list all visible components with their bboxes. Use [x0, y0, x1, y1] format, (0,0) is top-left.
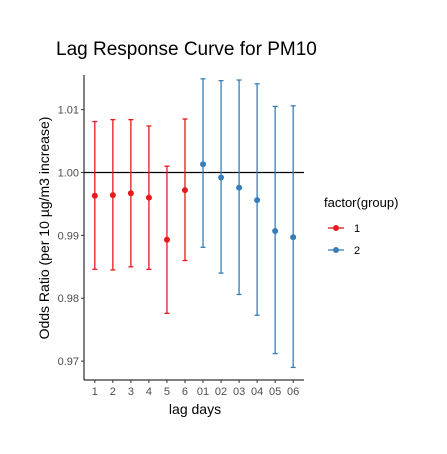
x-tick-label: 03: [233, 386, 245, 398]
y-axis-ticks: 0.97 0.98 0.99 1.00 1.01: [58, 105, 84, 368]
legend: factor(group) 1 2: [324, 195, 398, 257]
x-axis-label: lag days: [169, 401, 221, 417]
data-point: [236, 184, 243, 191]
data-point: [290, 234, 297, 241]
legend-item-1: 1: [328, 223, 360, 235]
data-point: [200, 161, 207, 168]
data-point: [145, 194, 152, 201]
legend-label: 2: [354, 245, 360, 257]
x-tick-label: 04: [251, 386, 263, 398]
x-tick-label: 3: [128, 386, 134, 398]
y-tick-label: 1.01: [58, 105, 79, 117]
data-point: [254, 197, 261, 204]
legend-label: 1: [354, 223, 360, 235]
data-point: [127, 190, 134, 197]
x-tick-label: 02: [215, 386, 227, 398]
data-point: [218, 174, 225, 181]
y-tick-label: 0.98: [58, 293, 79, 305]
x-tick-label: 01: [197, 386, 209, 398]
legend-key-point: [333, 247, 339, 253]
chart-title: Lag Response Curve for PM10: [56, 39, 317, 60]
x-tick-label: 6: [182, 386, 188, 398]
legend-title: factor(group): [324, 195, 398, 210]
y-axis-label: Odds Ratio (per 10 µg/m3 increase): [36, 117, 52, 340]
x-tick-label: 06: [287, 386, 299, 398]
data-point: [272, 227, 279, 234]
data-point: [91, 192, 98, 199]
plot-area: [84, 78, 304, 369]
x-tick-label: 1: [92, 386, 98, 398]
x-tick-label: 05: [269, 386, 281, 398]
x-tick-label: 4: [146, 386, 152, 398]
data-point: [163, 236, 170, 243]
x-tick-label: 5: [164, 386, 170, 398]
data-point: [109, 192, 116, 199]
y-tick-label: 0.99: [58, 230, 79, 242]
legend-item-2: 2: [328, 245, 360, 257]
axes: [83, 75, 304, 381]
x-tick-label: 2: [110, 386, 116, 398]
x-axis-ticks: 1 2 3 4 5 6 01 02 03 04 05 06: [92, 380, 299, 398]
data-point: [181, 187, 188, 194]
y-tick-label: 1.00: [58, 167, 79, 179]
y-tick-label: 0.97: [58, 356, 79, 368]
legend-key-point: [333, 225, 339, 231]
